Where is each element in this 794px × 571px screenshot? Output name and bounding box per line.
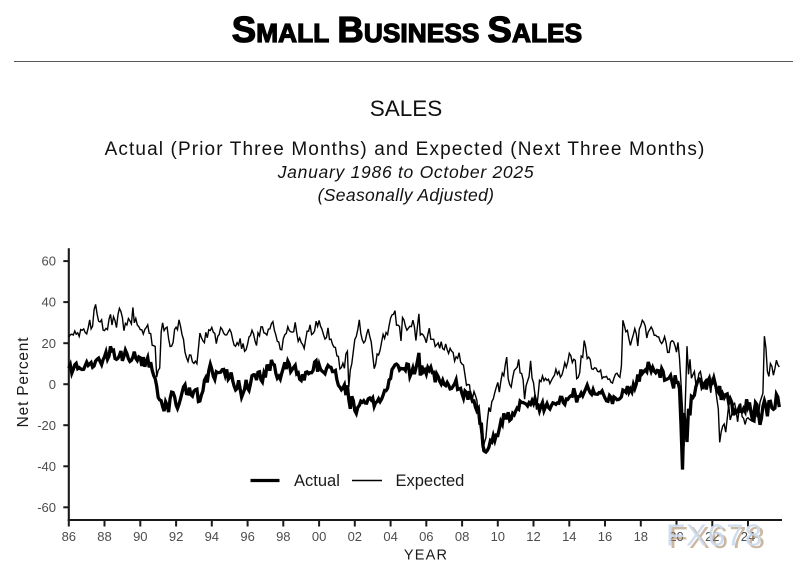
svg-text:20: 20 — [669, 529, 683, 544]
svg-text:18: 18 — [634, 529, 648, 544]
svg-text:-60: -60 — [37, 500, 56, 515]
svg-text:08: 08 — [455, 529, 469, 544]
svg-text:00: 00 — [312, 529, 326, 544]
svg-text:Net Percent: Net Percent — [15, 337, 32, 428]
svg-text:86: 86 — [62, 529, 76, 544]
svg-text:-40: -40 — [37, 459, 56, 474]
svg-text:24: 24 — [741, 529, 755, 544]
svg-text:10: 10 — [491, 529, 505, 544]
svg-text:Expected: Expected — [396, 472, 465, 490]
svg-text:94: 94 — [205, 529, 219, 544]
svg-text:04: 04 — [383, 529, 397, 544]
svg-text:14: 14 — [562, 529, 576, 544]
svg-text:92: 92 — [169, 529, 183, 544]
svg-text:90: 90 — [133, 529, 147, 544]
svg-text:12: 12 — [526, 529, 540, 544]
svg-text:0: 0 — [49, 377, 56, 392]
svg-text:FX678: FX678 — [669, 520, 766, 555]
svg-text:40: 40 — [42, 295, 56, 310]
svg-text:96: 96 — [240, 529, 254, 544]
svg-text:YEAR: YEAR — [404, 548, 448, 564]
svg-text:FX678: FX678 — [666, 518, 763, 553]
svg-text:06: 06 — [419, 529, 433, 544]
svg-text:20: 20 — [42, 336, 56, 351]
svg-text:02: 02 — [348, 529, 362, 544]
svg-text:-20: -20 — [37, 418, 56, 433]
svg-text:60: 60 — [42, 254, 56, 269]
svg-text:Actual: Actual — [294, 472, 340, 490]
svg-text:98: 98 — [276, 529, 290, 544]
svg-text:16: 16 — [598, 529, 612, 544]
svg-text:88: 88 — [97, 529, 111, 544]
svg-text:22: 22 — [705, 529, 719, 544]
